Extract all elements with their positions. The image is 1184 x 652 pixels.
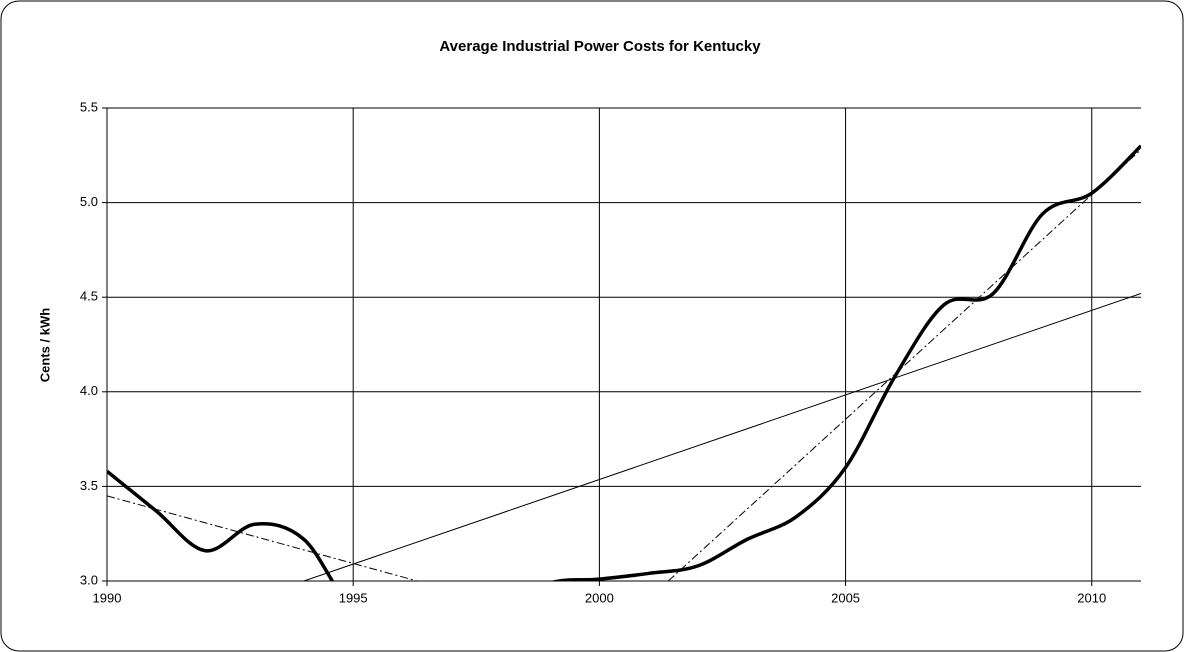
y-tick-label: 5.0 bbox=[80, 194, 98, 209]
x-tick-label: 2005 bbox=[831, 590, 860, 605]
y-tick-label: 4.0 bbox=[80, 383, 98, 398]
trend-line bbox=[107, 495, 418, 581]
x-tick-label: 1990 bbox=[93, 590, 122, 605]
y-axis-label: Cents / kWh bbox=[37, 308, 52, 382]
x-tick-label: 2000 bbox=[585, 590, 614, 605]
chart-title: Average Industrial Power Costs for Kentu… bbox=[439, 38, 761, 55]
x-tick-label: 2010 bbox=[1077, 590, 1106, 605]
y-tick-label: 4.5 bbox=[80, 289, 98, 304]
trend-line bbox=[667, 149, 1141, 581]
plot-area bbox=[107, 144, 1141, 581]
trend-line bbox=[303, 292, 1141, 581]
y-tick-label: 3.5 bbox=[80, 478, 98, 493]
y-tick-label: 3.0 bbox=[80, 572, 98, 587]
y-tick-label: 5.5 bbox=[80, 99, 98, 114]
data-line bbox=[107, 144, 1141, 581]
x-tick-label: 1995 bbox=[339, 590, 368, 605]
